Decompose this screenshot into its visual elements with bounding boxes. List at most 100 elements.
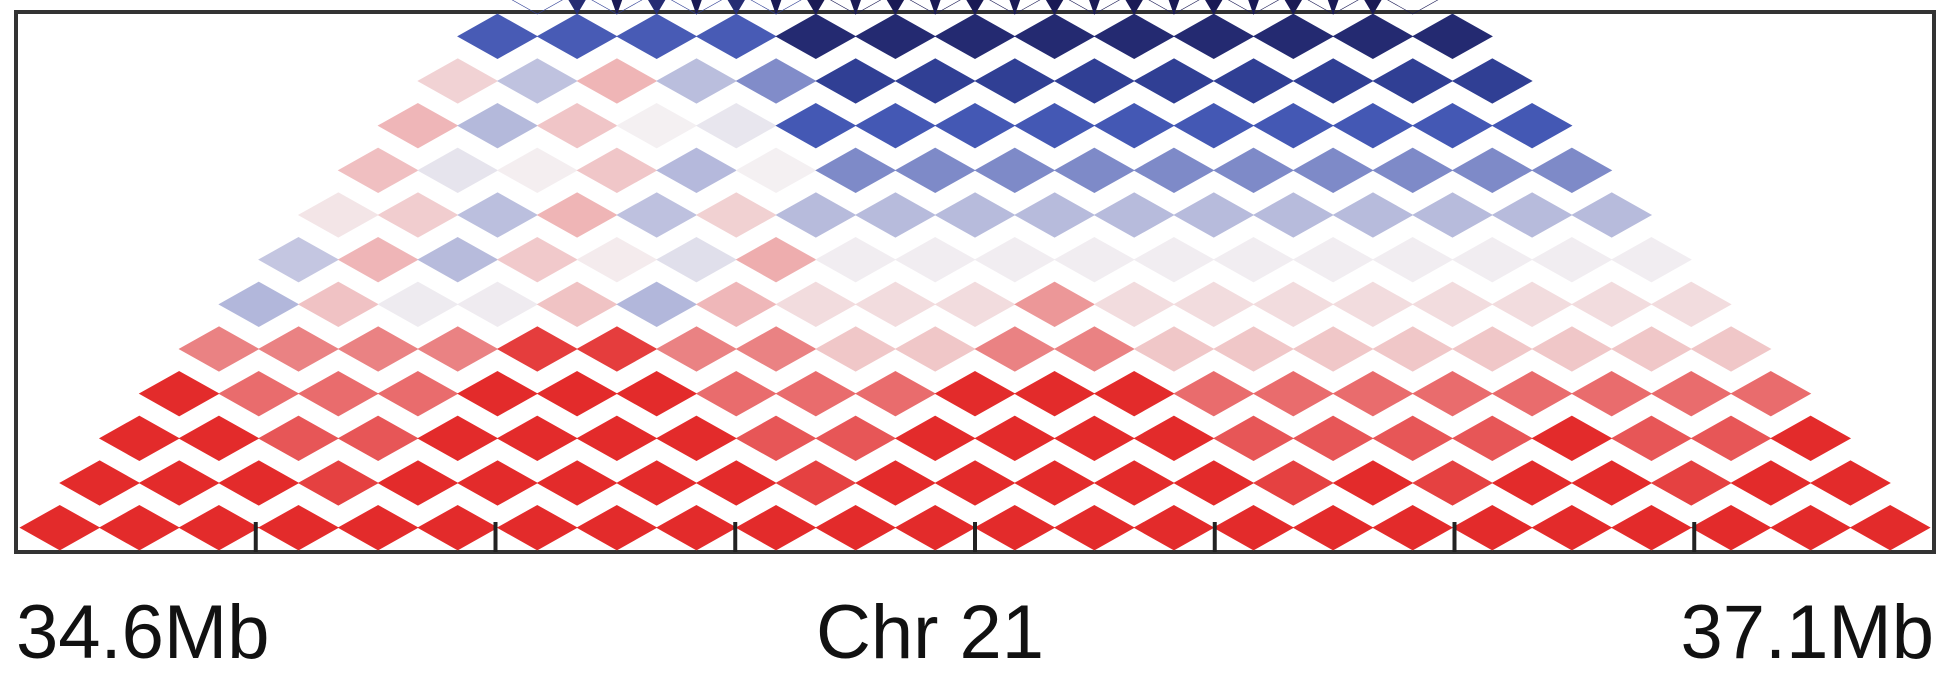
heatmap-cell [1531,504,1613,551]
heatmap-cell [1173,192,1255,238]
heatmap-cell [1292,326,1374,372]
heatmap-cell [457,13,538,60]
heatmap-cell [1133,236,1215,283]
heatmap-cell [1451,504,1533,551]
heatmap-cell [457,281,538,328]
heatmap-cell [815,415,897,462]
heatmap-cell [1133,504,1215,551]
heatmap-cell [1213,147,1294,194]
heatmap-cell [611,0,623,15]
heatmap-cell [1133,326,1215,372]
heatmap-cell [1213,236,1294,283]
heatmap-cell [417,147,499,194]
x-axis-label: Chr 21 [816,590,1044,675]
heatmap-cell [377,281,459,328]
heatmap-cell [218,460,300,506]
heatmap-cell [1213,326,1294,372]
heatmap-cell [815,326,897,372]
heatmap-cell [770,0,782,15]
heatmap-cell [1009,0,1021,15]
heatmap-cell [1173,370,1255,417]
heatmap-cell [886,0,905,15]
heatmap-cell [616,460,698,506]
heatmap-cell [934,281,1016,328]
heatmap-cell [1491,460,1573,506]
heatmap-cell [1690,326,1772,372]
heatmap-cell [616,192,698,238]
heatmap-cell [377,460,459,506]
heatmap-cell [138,370,220,417]
heatmap-cell [1252,13,1334,60]
heatmap-cell [1611,504,1692,551]
heatmap-cell [1252,192,1334,238]
heatmap-cell [138,460,220,506]
heatmap-cell [178,504,260,551]
heatmap-cell [536,460,618,506]
heatmap-cell [934,102,1016,149]
heatmap-cell [1412,13,1493,60]
heatmap-cell [1053,58,1135,104]
heatmap-cell [1611,326,1692,372]
heatmap-cell [1045,0,1064,15]
heatmap-cell [1133,58,1215,104]
heatmap-cell [727,0,745,15]
heatmap-cell [457,102,538,149]
heatmap-cell [1332,370,1414,417]
heatmap-cell [974,147,1056,194]
heatmap-cell [1650,370,1732,417]
heatmap-cell [894,504,976,551]
heatmap-cell [1248,0,1259,15]
heatmap-cell [1770,415,1852,462]
heatmap-cell [1332,460,1414,506]
heatmap-cell [1611,236,1692,283]
heatmap-cell [457,192,538,238]
heatmap-cell [855,192,936,238]
heatmap-cell [735,326,817,372]
heatmap-cell [1093,102,1175,149]
heatmap-cell [974,326,1056,372]
heatmap-cell [1213,415,1294,462]
heatmap-cell [1093,370,1175,417]
heatmap-cell [218,370,300,417]
heatmap-cell [1252,281,1334,328]
heatmap-cell [1650,460,1732,506]
heatmap-cell [1770,504,1852,551]
heatmap-cell [218,281,300,328]
heatmap-cell [1093,460,1175,506]
heatmap-cell [1014,13,1095,60]
heatmap-cell [1372,415,1454,462]
heatmap-cell [1571,281,1653,328]
heatmap-cell [1125,0,1143,15]
heatmap-cell [1089,0,1100,15]
heatmap-cell [178,415,260,462]
heatmap-cell [695,13,777,60]
heatmap-cell [775,192,857,238]
heatmap-cell [457,370,538,417]
heatmap-cell [576,326,658,372]
heatmap-cell [258,326,339,372]
heatmap-cell [1173,281,1255,328]
heatmap-cell [178,326,260,372]
heatmap-cell [1412,460,1493,506]
heatmap-cell [815,147,897,194]
heatmap-cell [1014,460,1095,506]
heatmap-cell [974,504,1056,551]
heatmap-cell [929,0,941,15]
heatmap-cell [934,13,1016,60]
heatmap-cells [19,0,1931,551]
heatmap-cell [656,147,737,194]
heatmap-cell [297,281,379,328]
heatmap-cell [337,236,419,283]
heatmap-cell [1491,370,1573,417]
heatmap-cell [934,460,1016,506]
heatmap-cell [1372,236,1454,283]
heatmap-cell [656,504,737,551]
heatmap-cell [1571,192,1653,238]
heatmap-cell [1451,147,1533,194]
heatmap-cell [258,236,339,283]
heatmap-cell [1531,326,1613,372]
heatmap-cell [974,236,1056,283]
heatmap-cell [337,326,419,372]
heatmap-cell [337,147,419,194]
